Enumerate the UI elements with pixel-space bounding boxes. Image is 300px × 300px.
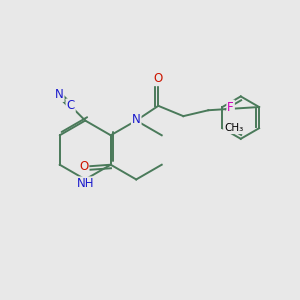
Text: NH: NH — [76, 177, 94, 190]
Text: O: O — [154, 72, 163, 85]
Text: O: O — [79, 160, 88, 173]
Text: C: C — [67, 100, 75, 112]
Text: F: F — [227, 100, 234, 113]
Text: CH₃: CH₃ — [224, 123, 243, 133]
Text: N: N — [55, 88, 64, 101]
Text: N: N — [132, 112, 141, 126]
